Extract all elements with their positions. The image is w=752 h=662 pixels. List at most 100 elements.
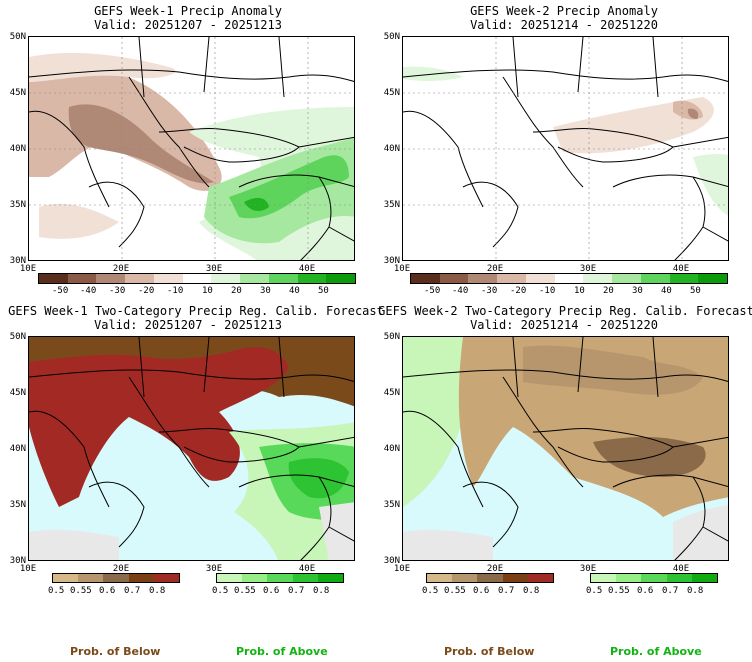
lon-label: 10E	[393, 564, 411, 574]
prob-below-tick: 0.55	[444, 586, 466, 596]
prob-below-swatch	[502, 574, 528, 582]
anomaly-swatch	[240, 274, 269, 283]
lon-label: 30E	[579, 264, 597, 274]
lon-label: 10E	[19, 264, 37, 274]
lon-label: 20E	[112, 564, 130, 574]
prob-below-tick: 0.8	[523, 586, 540, 596]
anomaly-swatch	[211, 274, 241, 283]
prob-below-swatch	[53, 574, 79, 582]
coastline	[29, 76, 332, 260]
anomaly-swatch	[583, 274, 613, 283]
prob-above-tick: 0.55	[608, 586, 630, 596]
land-mask	[29, 529, 119, 560]
prob-below-tick: 0.7	[124, 586, 141, 596]
anomaly-positive-core	[244, 197, 269, 212]
panel1-title: GEFS Week-1 Precip Anomaly	[94, 4, 282, 18]
coastline	[403, 76, 706, 260]
anomaly-tick: 20	[603, 286, 614, 296]
prob-below-swatch	[527, 574, 554, 582]
panel4-title: GEFS Week-2 Two-Category Precip Reg. Cal…	[378, 304, 752, 318]
lat-label: 40N	[383, 444, 400, 454]
borders	[403, 37, 728, 242]
lat-label: 45N	[9, 88, 26, 98]
prob-above-strong	[288, 458, 349, 499]
prob-above-tick: 0.5	[586, 586, 603, 596]
anomaly-swatch	[125, 274, 154, 283]
borders	[29, 337, 354, 542]
prob-below-swatch	[103, 574, 129, 582]
lon-label: 10E	[393, 264, 411, 274]
prob-below-tick: 0.5	[48, 586, 65, 596]
anomaly-colorbar	[410, 273, 728, 284]
anomaly-tick: 30	[632, 286, 643, 296]
coastline	[403, 376, 706, 560]
anomaly-tick: 30	[260, 286, 271, 296]
anomaly-tick: -40	[80, 286, 97, 296]
anomaly-tick: -30	[481, 286, 498, 296]
anomaly-tick: 10	[202, 286, 213, 296]
lon-label: 20E	[112, 264, 130, 274]
lat-label: 45N	[9, 388, 26, 398]
lat-label: 30N	[9, 556, 26, 566]
prob-above-swatch	[317, 574, 344, 582]
anomaly-swatch	[268, 274, 298, 283]
prob-below-swatch	[477, 574, 503, 582]
lat-label: 45N	[383, 88, 400, 98]
lon-label: 10E	[19, 564, 37, 574]
lon-label: 30E	[205, 564, 223, 574]
panel4-valid: Valid: 20251214 - 20251220	[470, 318, 658, 332]
anomaly-tick: -40	[452, 286, 469, 296]
anomaly-swatch	[525, 274, 555, 283]
anomaly-swatch	[698, 274, 728, 283]
prob-below-tick: 0.5	[422, 586, 439, 596]
anomaly-tick: -10	[167, 286, 184, 296]
prob-below-colorbar	[426, 573, 554, 583]
anomaly-negative-dark	[687, 108, 699, 119]
lat-label: 35N	[9, 500, 26, 510]
lon-label: 30E	[205, 264, 223, 274]
prob-above-swatch	[292, 574, 318, 582]
anomaly-swatch	[67, 274, 97, 283]
prob-above-swatch	[591, 574, 617, 582]
prob-below-label: Prob. of Below	[70, 645, 161, 658]
anomaly-positive-east	[693, 154, 728, 216]
prob-above-colorbar	[216, 573, 344, 583]
lat-label: 40N	[9, 444, 26, 454]
lat-label: 30N	[9, 256, 26, 266]
anomaly-swatch	[326, 274, 356, 283]
prob-above-swatch	[616, 574, 642, 582]
lat-label: 30N	[383, 556, 400, 566]
prob-above-swatch	[217, 574, 243, 582]
anomaly-tick: -10	[539, 286, 556, 296]
anomaly-tick: 50	[318, 286, 329, 296]
anomaly-tick: -50	[424, 286, 441, 296]
anomaly-negative-south	[39, 203, 119, 239]
prob-above-tick: 0.6	[637, 586, 654, 596]
panel2-title: GEFS Week-2 Precip Anomaly	[470, 4, 658, 18]
prob-below-swatch	[153, 574, 180, 582]
prob-above-tick: 0.6	[263, 586, 280, 596]
prob-above-tick: 0.7	[288, 586, 305, 596]
anomaly-tick: -20	[138, 286, 155, 296]
anomaly-tick: 50	[690, 286, 701, 296]
lat-label: 50N	[383, 32, 400, 42]
lat-label: 30N	[383, 256, 400, 266]
lon-label: 30E	[579, 564, 597, 574]
prob-above-swatch	[641, 574, 667, 582]
map-week1-anomaly	[28, 36, 355, 261]
anomaly-tick: 10	[574, 286, 585, 296]
anomaly-tick: -20	[510, 286, 527, 296]
anomaly-tick: -30	[109, 286, 126, 296]
anomaly-negative-light	[29, 52, 176, 82]
land-mask-east	[673, 505, 728, 560]
anomaly-swatch	[554, 274, 584, 283]
anomaly-swatch	[468, 274, 498, 283]
prob-below-tick: 0.8	[149, 586, 166, 596]
anomaly-colorbar	[38, 273, 356, 284]
anomaly-swatch	[182, 274, 212, 283]
panel2-valid: Valid: 20251214 - 20251220	[470, 18, 658, 32]
prob-below-swatch	[427, 574, 453, 582]
prob-below-swatch	[78, 574, 104, 582]
borders	[403, 337, 728, 542]
prob-above-swatch	[666, 574, 692, 582]
